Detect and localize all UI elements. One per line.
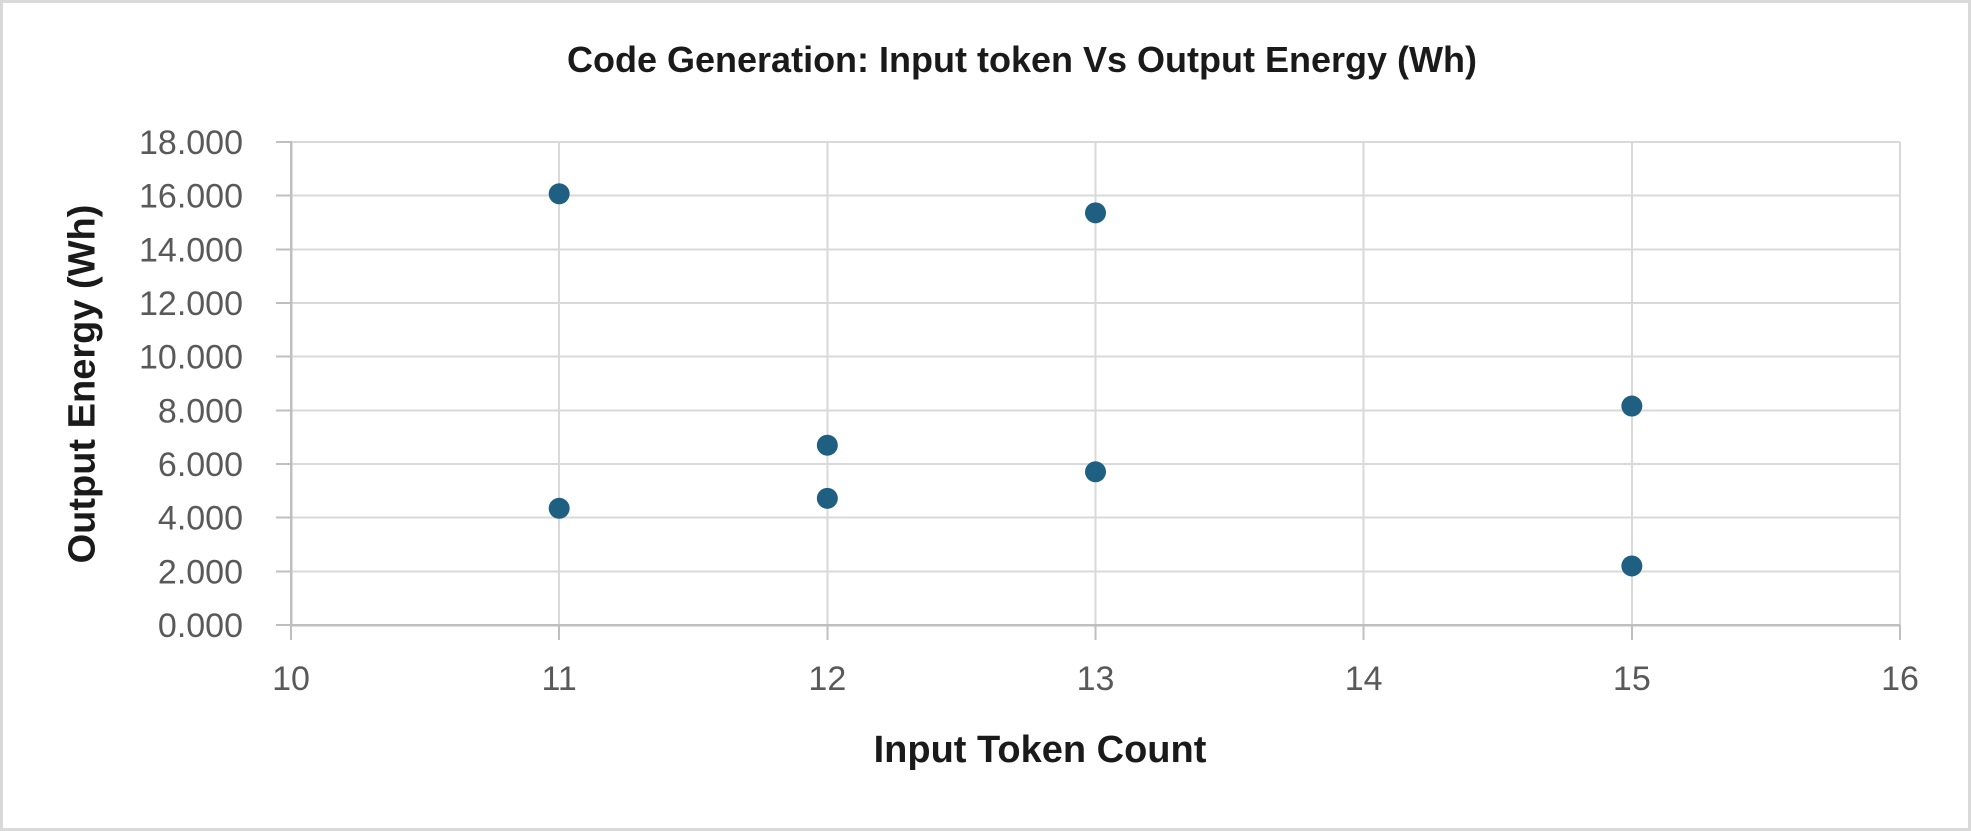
y-tick-label: 14.000 bbox=[139, 231, 243, 269]
x-tick-label: 14 bbox=[1345, 660, 1383, 698]
y-tick-label: 12.000 bbox=[139, 285, 243, 323]
y-tick-label: 18.000 bbox=[139, 124, 243, 162]
y-tick-label: 2.000 bbox=[158, 553, 243, 591]
data-point bbox=[816, 487, 838, 509]
x-tick-label: 12 bbox=[808, 660, 846, 698]
data-point bbox=[816, 434, 838, 456]
x-tick-label: 11 bbox=[542, 660, 577, 698]
chart-title: Code Generation: Input token Vs Output E… bbox=[567, 39, 1477, 80]
scatter-plot: 0.000 2.000 4.000 6.000 8.000 10.000 12.000 14.… bbox=[139, 124, 1919, 698]
y-tick-label: 4.000 bbox=[158, 500, 243, 538]
x-tick-label: 13 bbox=[1077, 660, 1115, 698]
data-point bbox=[1085, 202, 1106, 224]
y-tick-label: 0.000 bbox=[158, 607, 243, 645]
y-axis-title: Output Energy (Wh) bbox=[61, 204, 104, 564]
y-tick-label: 6.000 bbox=[158, 446, 243, 484]
y-tick-label: 10.000 bbox=[139, 339, 243, 377]
y-tick-label: 8.000 bbox=[158, 392, 243, 430]
x-axis-title: Input Token Count bbox=[873, 729, 1207, 771]
data-point bbox=[1621, 555, 1643, 577]
data-point bbox=[1085, 461, 1106, 483]
data-point bbox=[548, 497, 570, 519]
data-point bbox=[1621, 395, 1643, 417]
data-point bbox=[548, 183, 570, 205]
x-tick-label: 15 bbox=[1613, 660, 1651, 698]
y-tick-label: 16.000 bbox=[139, 178, 243, 216]
x-tick-label: 10 bbox=[272, 660, 310, 698]
x-tick-label: 16 bbox=[1881, 660, 1919, 698]
